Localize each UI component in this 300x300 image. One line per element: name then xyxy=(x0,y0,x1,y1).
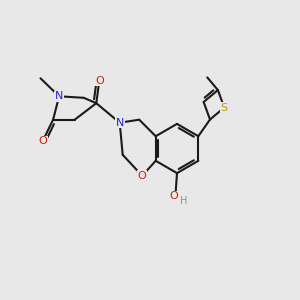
Text: O: O xyxy=(95,76,104,86)
Text: O: O xyxy=(138,171,147,181)
Text: N: N xyxy=(55,91,63,101)
Text: S: S xyxy=(221,103,228,112)
Text: H: H xyxy=(180,196,188,206)
Text: O: O xyxy=(38,136,47,146)
Text: N: N xyxy=(116,118,124,128)
Text: O: O xyxy=(169,191,178,201)
